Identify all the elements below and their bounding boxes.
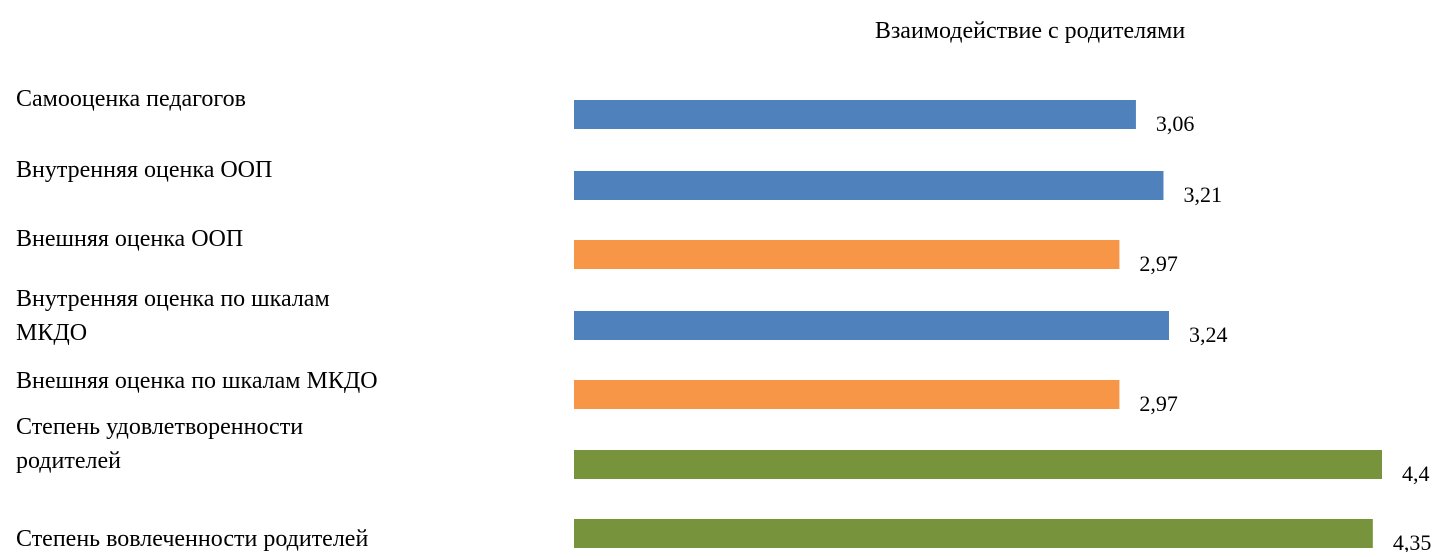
bars bbox=[574, 100, 1382, 548]
category-labels: Самооценка педагогов Внутренняя оценка ОО… bbox=[16, 86, 378, 552]
data-label-1: 3,06 bbox=[1156, 111, 1195, 136]
category-label-line: Внешняя оценка по шкалам МКДО bbox=[16, 368, 378, 394]
category-label-line: Степень удовлетворенности bbox=[16, 414, 303, 440]
category-label-line: Внутренняя оценка по шкалам bbox=[16, 286, 330, 312]
bar-7 bbox=[574, 519, 1373, 548]
category-label-5: Внешняя оценка по шкалам МКДО bbox=[16, 368, 378, 394]
data-label-5: 2,97 bbox=[1139, 391, 1178, 416]
bar-6 bbox=[574, 450, 1382, 479]
bar-1 bbox=[574, 100, 1136, 129]
category-label-4: Внутренняя оценка по шкалам МКДО bbox=[16, 286, 330, 346]
category-label-7: Степень вовлеченности родителей bbox=[16, 526, 368, 552]
data-label-3: 2,97 bbox=[1139, 251, 1178, 276]
category-label-line: Самооценка педагогов bbox=[16, 86, 246, 112]
category-label-6: Степень удовлетворенности родителей bbox=[16, 414, 303, 474]
data-label-4: 3,24 bbox=[1189, 322, 1228, 347]
category-label-2: Внутренняя оценка ООП bbox=[16, 157, 272, 183]
data-label-6: 4,4 bbox=[1402, 461, 1430, 486]
bar-3 bbox=[574, 240, 1120, 269]
category-label-3: Внешняя оценка ООП bbox=[16, 226, 243, 252]
data-label-7: 4,35 bbox=[1393, 530, 1432, 552]
category-label-line: Внутренняя оценка ООП bbox=[16, 157, 272, 183]
category-label-line: Степень вовлеченности родителей bbox=[16, 526, 368, 552]
data-label-2: 3,21 bbox=[1183, 182, 1222, 207]
chart-title: Взаимодействие с родителями bbox=[875, 18, 1186, 44]
category-label-1: Самооценка педагогов bbox=[16, 86, 246, 112]
data-labels: 3,06 3,21 2,97 3,24 2,97 4,4 4,35 bbox=[1139, 111, 1432, 555]
category-label-line: Внешняя оценка ООП bbox=[16, 226, 243, 252]
category-label-line: МКДО bbox=[16, 320, 87, 346]
bar-5 bbox=[574, 380, 1120, 409]
bar-2 bbox=[574, 171, 1164, 200]
category-label-line: родителей bbox=[16, 448, 121, 474]
bar-4 bbox=[574, 311, 1169, 340]
